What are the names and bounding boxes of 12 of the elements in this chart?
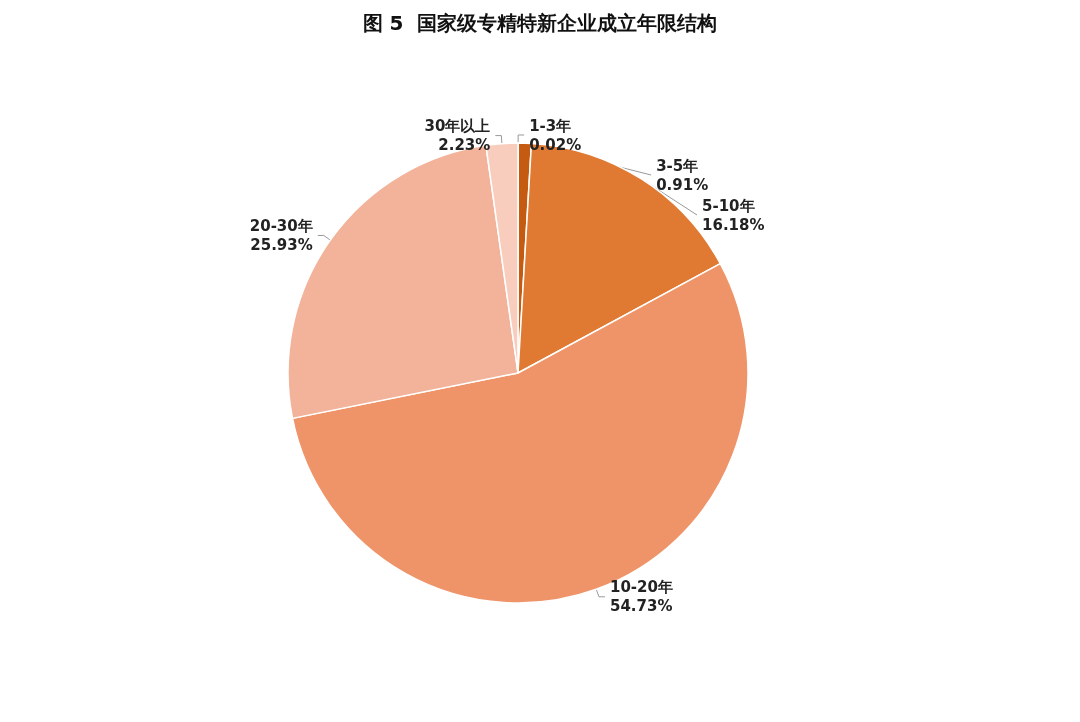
slice-label: 5-10年 xyxy=(702,196,755,215)
slice-label: 30年以上 xyxy=(424,117,491,136)
slice-label: 20-30年 xyxy=(249,216,313,235)
slice-label: 1-3年 xyxy=(529,116,572,135)
data-label: 2.23% xyxy=(438,136,491,155)
chart-title: 图 5 国家级专精特新企业成立年限结构 xyxy=(362,11,718,35)
data-label: 25.93% xyxy=(250,235,313,254)
data-label: 0.91% xyxy=(656,175,709,194)
slice-label: 3-5年 xyxy=(656,156,699,175)
slice-label: 10-20年 xyxy=(609,578,673,597)
data-label: 16.18% xyxy=(702,215,765,234)
data-label: 54.73% xyxy=(609,597,673,616)
